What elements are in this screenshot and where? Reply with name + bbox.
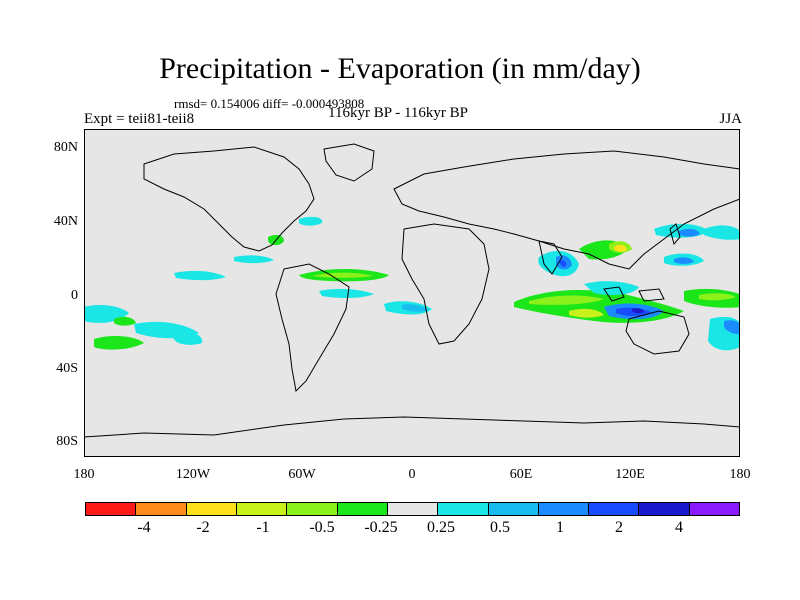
- lon-label-0: 0: [408, 467, 416, 482]
- lon-label-120w: 120W: [175, 467, 211, 482]
- continent-africa: [401, 223, 490, 345]
- colorbar: [85, 502, 740, 516]
- colorbar-label: -0.5: [309, 519, 335, 536]
- stats-label: rmsd= 0.154006 diff= -0.000493808: [174, 96, 365, 111]
- colorbar-label: -1: [256, 519, 270, 536]
- colorbar-label: -2: [196, 519, 210, 536]
- map-panel: [83, 129, 741, 457]
- colorbar-label: -0.25: [364, 519, 398, 536]
- field-negative: [312, 272, 374, 278]
- continent-australia: [625, 310, 690, 355]
- continent-greenland: [323, 143, 375, 182]
- colorbar-label: 0.5: [490, 519, 510, 536]
- island-borneo: [603, 286, 625, 302]
- lat-label-80n: 80N: [53, 140, 78, 155]
- continent-north-america: [143, 146, 315, 252]
- colorbar-cell: [538, 503, 590, 515]
- colorbar-cell: [589, 503, 640, 515]
- season-label: JJA: [719, 111, 742, 127]
- continent-india: [538, 240, 563, 275]
- colorbar-cell: [236, 503, 288, 515]
- field-positive: [174, 332, 203, 345]
- lat-label-40s: 40S: [56, 361, 78, 376]
- colorbar-cell: [136, 503, 187, 515]
- island-japan: [669, 223, 681, 246]
- colorbar-cell: [639, 503, 690, 515]
- colorbar-label: 0.25: [427, 519, 455, 536]
- lat-label-0: 0: [71, 288, 78, 303]
- lon-label-60e: 60E: [509, 467, 533, 482]
- lon-label-60w: 60W: [288, 467, 316, 482]
- colorbar-cell: [438, 503, 489, 515]
- field-positive: [402, 304, 428, 312]
- map-border: [84, 129, 740, 457]
- colorbar-cell: [689, 503, 740, 515]
- colorbar-cell: [387, 503, 439, 515]
- colorbar-label: 1: [556, 519, 564, 536]
- lon-label-180e: 180: [729, 467, 751, 482]
- field-negative: [529, 295, 604, 305]
- experiment-label: Expt = teii81-teii8: [84, 111, 195, 127]
- plot-title: Precipitation - Evaporation (in mm/day): [159, 52, 641, 85]
- coastlines: [83, 143, 741, 438]
- field-positive: [724, 320, 740, 335]
- colorbar-cell: [186, 503, 237, 515]
- lat-label-40n: 40N: [53, 214, 78, 229]
- field-negative: [94, 335, 144, 350]
- field-positive: [674, 257, 694, 264]
- continent-eurasia: [393, 150, 741, 270]
- field-positive: [174, 270, 226, 281]
- colorbar-cell: [287, 503, 338, 515]
- field-positive: [679, 228, 700, 237]
- map-background: [84, 129, 740, 457]
- field-positive: [560, 260, 567, 267]
- field-positive: [704, 225, 740, 240]
- field-negative: [569, 308, 604, 318]
- field-negative: [614, 244, 627, 252]
- colorbar-cell: [337, 503, 388, 515]
- field-positive: [299, 216, 323, 226]
- colorbar-label: 2: [615, 519, 623, 536]
- field-positive: [234, 255, 274, 264]
- continent-antarctica: [83, 416, 741, 438]
- lon-label-120e: 120E: [615, 467, 645, 482]
- island-new-guinea: [638, 288, 665, 302]
- colorbar-label: 4: [675, 519, 683, 536]
- map-svg: [83, 129, 741, 457]
- field-negative: [114, 316, 136, 326]
- field-positive: [632, 308, 644, 314]
- period-label: 116kyr BP - 116kyr BP: [328, 105, 469, 121]
- lon-label-180w: 180: [73, 467, 95, 482]
- colorbar-label: -4: [137, 519, 151, 536]
- lat-label-80s: 80S: [56, 434, 78, 449]
- anomaly-fields: [84, 216, 740, 351]
- colorbar-cell: [86, 503, 137, 515]
- field-positive: [319, 288, 374, 299]
- field-negative: [699, 293, 736, 301]
- colorbar-cell: [488, 503, 539, 515]
- continent-south-america: [275, 263, 350, 393]
